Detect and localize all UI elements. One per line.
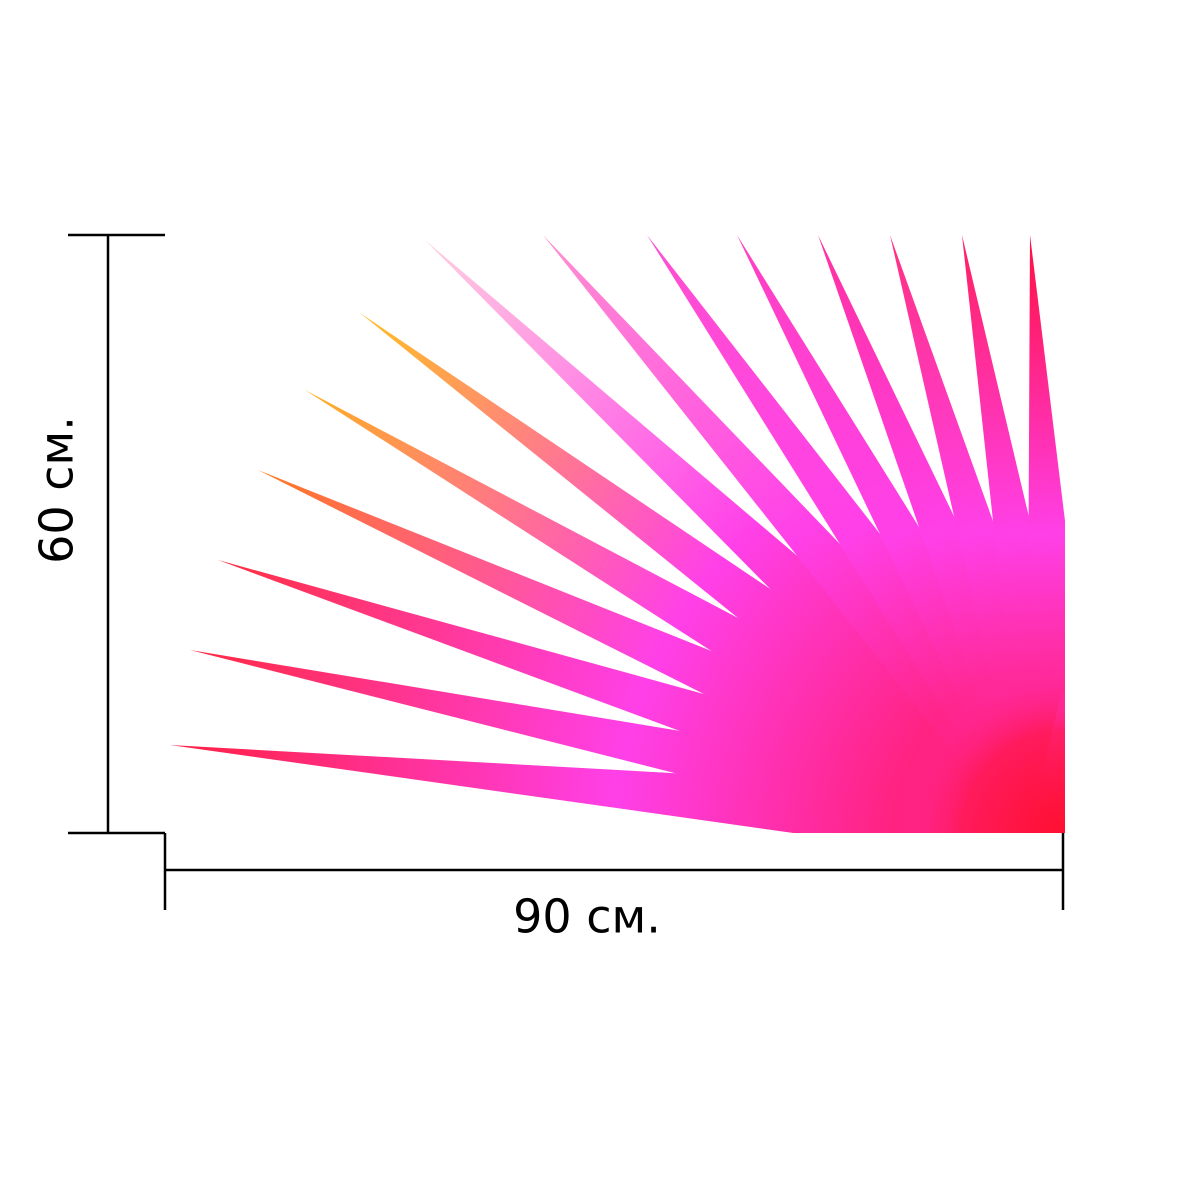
height-label: 60 см. bbox=[30, 416, 84, 564]
height-dimension: 60 см. bbox=[30, 233, 165, 835]
sunburst bbox=[170, 235, 1065, 833]
width-dimension: 90 см. bbox=[163, 833, 1065, 944]
width-label: 90 см. bbox=[513, 890, 661, 944]
ray-center bbox=[895, 663, 1065, 833]
